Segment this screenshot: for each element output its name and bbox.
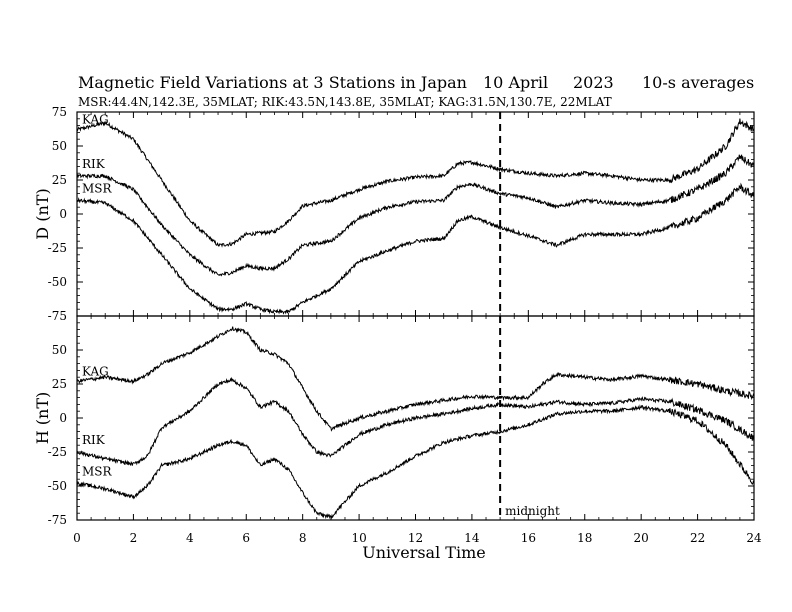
y-tick-label: 50 bbox=[52, 139, 67, 153]
midnight-label: midnight bbox=[505, 504, 560, 518]
y-tick-label: 75 bbox=[52, 105, 67, 119]
chart-title: Magnetic Field Variations at 3 Stations … bbox=[78, 73, 467, 92]
series-line-msr bbox=[76, 182, 755, 315]
plot-area: 75 50 25 0 -25 -50 -75 D (nT) KAG RIK MSR 50 25 0 -25 -… bbox=[33, 105, 762, 545]
series-line-kag bbox=[76, 118, 755, 248]
x-tick-label: 6 bbox=[242, 531, 250, 545]
chart-year: 2023 bbox=[573, 73, 614, 92]
x-tick-label: 20 bbox=[634, 531, 649, 545]
series-label-kag: KAG bbox=[82, 364, 109, 378]
chart-date: 10 April bbox=[483, 73, 548, 92]
x-tick-label: 4 bbox=[186, 531, 194, 545]
series-label-msr: MSR bbox=[82, 181, 113, 195]
series-line-kag bbox=[76, 326, 755, 432]
chart-averaging: 10-s averages bbox=[642, 73, 754, 92]
x-tick-label: 12 bbox=[408, 531, 423, 545]
y-tick-label: -50 bbox=[48, 275, 67, 289]
y-axis-label: H (nT) bbox=[33, 392, 52, 445]
x-tick-label: 22 bbox=[690, 531, 705, 545]
y-tick-label: 0 bbox=[59, 207, 67, 221]
series-label-rik: RIK bbox=[82, 157, 106, 171]
series-line-msr bbox=[76, 404, 755, 520]
x-tick-label: 18 bbox=[577, 531, 592, 545]
y-tick-label: -75 bbox=[48, 513, 67, 527]
x-tick-label: 16 bbox=[521, 531, 536, 545]
x-tick-label: 2 bbox=[130, 531, 138, 545]
series-label-rik: RIK bbox=[82, 433, 106, 447]
series-line-rik bbox=[76, 376, 755, 467]
panel-frame bbox=[76, 111, 755, 317]
x-tick-label: 24 bbox=[746, 531, 762, 545]
y-tick-label: -25 bbox=[48, 241, 67, 255]
x-tick-label: 8 bbox=[299, 531, 307, 545]
x-axis-label: Universal Time bbox=[362, 543, 485, 562]
y-tick-label: 50 bbox=[52, 343, 67, 357]
panel-1: 75 50 25 0 -25 -50 -75 D (nT) KAG RIK MSR bbox=[33, 105, 755, 323]
panel-2: 50 25 0 -25 -50 -75 H (nT) KAG RIK MSR bbox=[33, 315, 755, 527]
chart-subtitle: MSR:44.4N,142.3E, 35MLAT; RIK:43.5N,143.… bbox=[78, 95, 612, 109]
x-tick-label: 10 bbox=[351, 531, 366, 545]
y-tick-label: 25 bbox=[52, 377, 67, 391]
y-tick-label: -25 bbox=[48, 445, 67, 459]
y-tick-label: -50 bbox=[48, 479, 67, 493]
x-tick-label: 0 bbox=[73, 531, 81, 545]
y-tick-label: -75 bbox=[48, 309, 67, 323]
series-line-rik bbox=[76, 154, 755, 277]
series-label-kag: KAG bbox=[82, 113, 109, 127]
x-tick-label: 14 bbox=[464, 531, 480, 545]
series-label-msr: MSR bbox=[82, 464, 113, 478]
y-tick-label: 25 bbox=[52, 173, 67, 187]
y-tick-label: 0 bbox=[59, 411, 67, 425]
y-axis-label: D (nT) bbox=[33, 188, 52, 239]
